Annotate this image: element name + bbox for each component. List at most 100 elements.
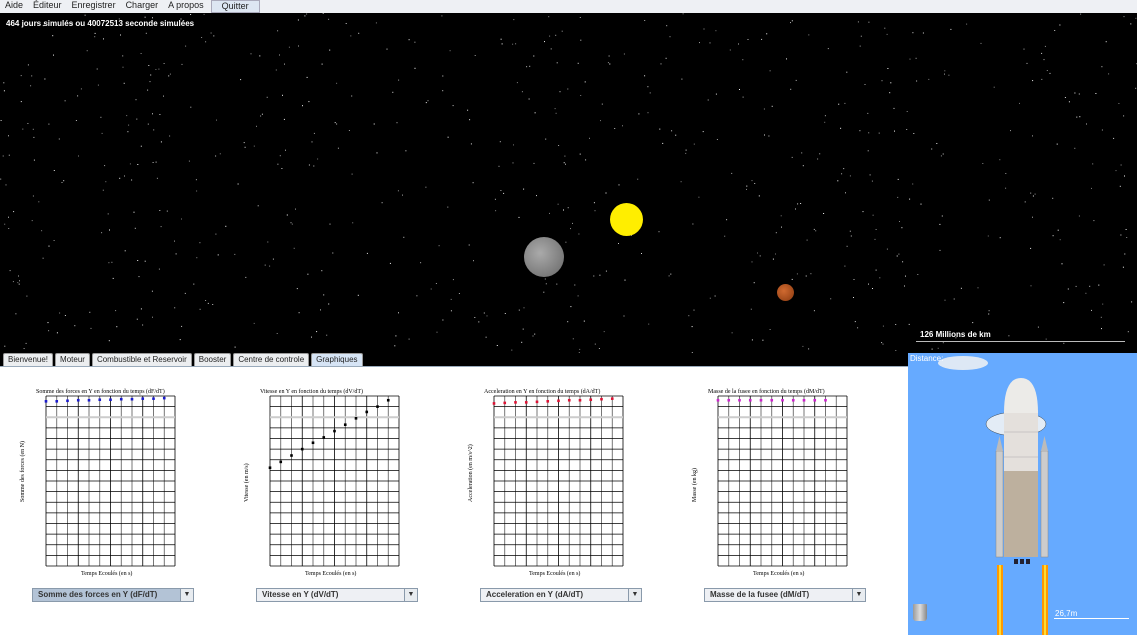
star (8, 154, 10, 156)
star (504, 313, 506, 314)
space-view[interactable]: 464 jours simulés ou 40072513 seconde si… (0, 13, 1137, 353)
tab-booster[interactable]: Booster (193, 353, 232, 366)
chart-title: Masse de la fusee en fonction du temps (… (708, 389, 825, 395)
star (469, 119, 471, 121)
star (8, 228, 10, 229)
star (334, 122, 336, 124)
tab-graphiques[interactable]: Graphiques (311, 353, 363, 366)
star (716, 139, 718, 140)
data-point (567, 398, 571, 402)
data-point (98, 398, 102, 402)
star (279, 155, 281, 157)
star (158, 68, 160, 70)
star (33, 159, 35, 161)
menu-apropos[interactable]: A propos (168, 0, 204, 10)
y-axis-label: Acceleration (en m/s^2) (468, 444, 474, 502)
star (284, 63, 285, 65)
star (375, 22, 377, 24)
rocket (985, 378, 1049, 635)
star (320, 309, 321, 311)
star (913, 133, 915, 134)
star (381, 202, 383, 204)
star (56, 332, 58, 334)
star (659, 128, 661, 130)
graph-select-2[interactable]: Vitesse en Y (dV/dT) ▼ (256, 588, 418, 602)
menu-editeur[interactable]: Éditeur (33, 0, 62, 10)
star (557, 203, 559, 205)
graph-select-1[interactable]: Somme des forces en Y (dF/dT) ▼ (32, 588, 194, 602)
star (101, 232, 103, 234)
tab-bienvenue[interactable]: Bienvenue! (3, 353, 54, 366)
star (670, 273, 672, 275)
star (999, 159, 1001, 161)
data-point (791, 398, 795, 402)
star (567, 88, 569, 90)
star (662, 142, 664, 144)
star (521, 91, 523, 93)
data-point (354, 417, 358, 420)
chevron-down-icon[interactable]: ▼ (852, 589, 865, 601)
star (872, 214, 874, 216)
trash-icon[interactable] (913, 604, 927, 621)
star (1037, 326, 1039, 328)
star (237, 183, 239, 185)
quit-button[interactable]: Quitter (210, 0, 260, 13)
menu-aide[interactable]: Aide (5, 0, 24, 10)
star (199, 242, 201, 244)
graph-select-3[interactable]: Acceleration en Y (dA/dT) ▼ (480, 588, 642, 602)
data-point (546, 400, 550, 403)
graph-select-4[interactable]: Masse de la fusee (dM/dT) ▼ (704, 588, 866, 602)
star (1078, 93, 1080, 95)
star (326, 334, 328, 336)
tab-centre-controle[interactable]: Centre de controle (233, 353, 310, 366)
star (857, 21, 859, 23)
star (144, 16, 146, 18)
star (746, 185, 748, 187)
star (810, 273, 812, 275)
chevron-down-icon[interactable]: ▼ (180, 589, 193, 601)
menu-enregistrer[interactable]: Enregistrer (71, 0, 116, 10)
star (53, 54, 54, 56)
star (692, 223, 694, 225)
star (759, 255, 761, 257)
star (1068, 101, 1070, 103)
tab-combustible[interactable]: Combustible et Reservoir (91, 353, 192, 366)
star (709, 297, 711, 299)
star (593, 275, 595, 277)
star (980, 42, 982, 44)
star (1057, 229, 1059, 231)
star (90, 327, 92, 329)
chart-title: Acceleration en Y en fonction du temps (… (484, 389, 601, 395)
chevron-down-icon[interactable]: ▼ (628, 589, 641, 601)
star (179, 339, 181, 341)
star (1126, 237, 1128, 238)
star (483, 312, 485, 314)
star (1108, 73, 1110, 75)
star (156, 177, 158, 179)
star (1032, 216, 1033, 218)
star (982, 163, 984, 164)
star (533, 55, 535, 57)
star (522, 328, 524, 330)
star (1124, 253, 1126, 255)
menu-charger[interactable]: Charger (125, 0, 159, 10)
star (1101, 328, 1102, 330)
star (644, 75, 646, 77)
star (742, 59, 744, 61)
star (306, 13, 308, 15)
data-point (781, 398, 784, 402)
star (972, 322, 974, 324)
star (905, 275, 906, 277)
star (256, 125, 257, 127)
tab-moteur[interactable]: Moteur (55, 353, 90, 366)
data-point (813, 398, 817, 402)
star (1063, 302, 1065, 304)
star (281, 168, 283, 169)
star (494, 198, 496, 200)
star (868, 21, 870, 23)
star (579, 348, 581, 350)
chart-3: Acceleration en Y en fonction du temps (… (464, 367, 684, 582)
star (192, 23, 193, 25)
chevron-down-icon[interactable]: ▼ (404, 589, 417, 601)
star (715, 30, 717, 32)
